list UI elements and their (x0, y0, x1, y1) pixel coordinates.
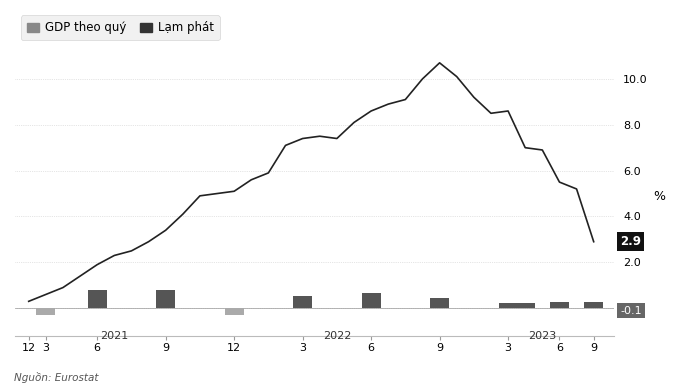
Bar (88, 290, 107, 308)
Bar (224, 308, 243, 315)
Bar (516, 303, 534, 308)
Y-axis label: %: % (653, 190, 665, 203)
Bar (37, 308, 55, 315)
Bar (584, 303, 603, 308)
Legend: GDP theo quý, Lạm phát: GDP theo quý, Lạm phát (21, 15, 220, 40)
Text: Nguồn: Eurostat: Nguồn: Eurostat (14, 372, 98, 383)
Bar (362, 293, 381, 308)
Bar (430, 298, 449, 308)
Bar (156, 290, 175, 308)
Bar (293, 296, 312, 308)
Text: 2.9: 2.9 (620, 235, 641, 248)
Bar (498, 303, 517, 308)
Text: 2021: 2021 (100, 331, 129, 341)
Text: -0.1: -0.1 (620, 306, 642, 316)
Text: 2023: 2023 (528, 331, 556, 341)
Bar (550, 303, 569, 308)
Text: 2022: 2022 (323, 331, 351, 341)
